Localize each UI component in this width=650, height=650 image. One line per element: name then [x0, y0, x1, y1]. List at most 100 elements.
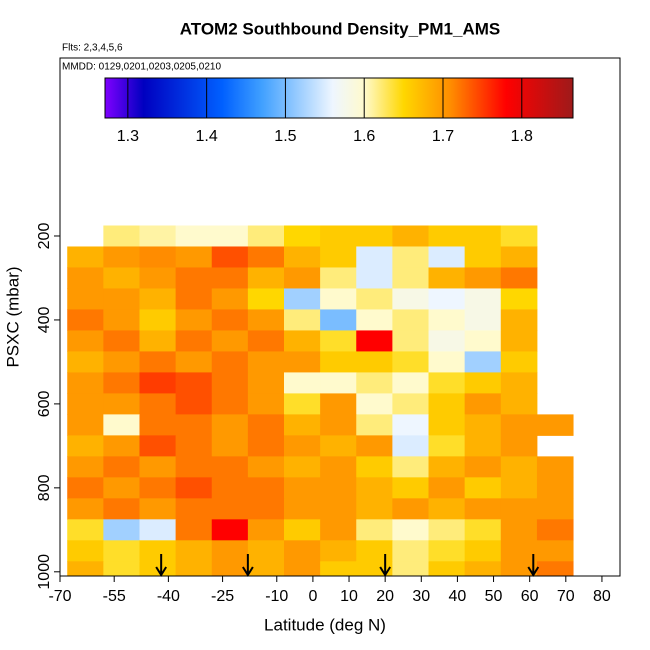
- heat-cell: [175, 309, 213, 331]
- heat-cell: [464, 372, 502, 394]
- heat-cell: [320, 288, 357, 310]
- heat-cell: [211, 456, 249, 478]
- heat-cell: [500, 393, 538, 415]
- heat-cell: [139, 309, 177, 331]
- x-tick-label: -70: [48, 588, 71, 605]
- heat-cell: [464, 351, 502, 373]
- heat-cell: [356, 225, 393, 247]
- heat-cell: [103, 477, 140, 499]
- heat-cell: [320, 393, 357, 415]
- heat-cell: [392, 351, 430, 373]
- heat-cell: [175, 456, 213, 478]
- heat-cell: [103, 414, 140, 436]
- heat-cell: [500, 267, 538, 289]
- heat-cell: [392, 498, 430, 520]
- heat-cell: [356, 330, 393, 352]
- heat-cell: [139, 246, 177, 268]
- heat-cell: [320, 477, 357, 499]
- annotation: MMDD: 0129,0201,0203,0205,0210: [62, 62, 221, 73]
- heat-cell: [356, 246, 393, 268]
- heat-cell: [103, 498, 140, 520]
- heat-cell: [175, 288, 213, 310]
- plot-frame: [59, 57, 621, 577]
- heat-cell: [284, 477, 321, 499]
- heat-cell: [175, 498, 213, 520]
- heat-cell: [284, 435, 321, 457]
- heat-cell: [139, 351, 177, 373]
- x-tick-label: 40: [449, 588, 467, 605]
- heat-cell: [500, 456, 538, 478]
- heat-cell: [464, 330, 502, 352]
- colorbar-tick-label: 1.6: [353, 128, 375, 145]
- heat-cell: [284, 519, 321, 541]
- heat-cell: [284, 288, 321, 310]
- heat-cell: [392, 561, 430, 576]
- heat-cell: [247, 414, 285, 436]
- heat-cell: [103, 519, 140, 541]
- heat-cell: [67, 456, 104, 478]
- heat-cell: [175, 540, 213, 562]
- heat-cell: [284, 540, 321, 562]
- y-tick-label: 200: [36, 223, 53, 250]
- heat-cell: [211, 225, 249, 247]
- heat-cell: [139, 372, 177, 394]
- heat-cell: [392, 309, 430, 331]
- heat-cell: [464, 477, 502, 499]
- heat-cell: [211, 267, 249, 289]
- heat-cell: [247, 540, 285, 562]
- heat-cell: [175, 477, 213, 499]
- x-tick-label: -55: [103, 588, 126, 605]
- heat-cell: [284, 456, 321, 478]
- heat-cell: [536, 477, 574, 499]
- y-tick-label: 400: [36, 306, 53, 333]
- heat-cell: [247, 435, 285, 457]
- heat-cell: [356, 477, 393, 499]
- heat-cell: [139, 393, 177, 415]
- heat-cell: [356, 456, 393, 478]
- colorbar-tick-label: 1.5: [274, 128, 296, 145]
- y-axis-label: PSXC (mbar): [3, 266, 22, 367]
- heat-cell: [500, 540, 538, 562]
- heat-cell: [284, 498, 321, 520]
- heat-cell: [464, 519, 502, 541]
- heat-cell: [392, 519, 430, 541]
- x-tick-label: 60: [521, 588, 539, 605]
- heat-cell: [284, 351, 321, 373]
- heat-cell: [392, 246, 430, 268]
- heat-cell: [500, 519, 538, 541]
- chart-title: ATOM2 Southbound Density_PM1_AMS: [180, 19, 501, 38]
- heat-cell: [103, 372, 140, 394]
- heat-cell: [428, 519, 466, 541]
- heat-cell: [67, 246, 104, 268]
- x-tick-label: 70: [557, 588, 575, 605]
- arrow: [379, 554, 392, 577]
- heat-cell: [500, 372, 538, 394]
- heat-cell: [284, 225, 321, 247]
- heat-cell: [67, 288, 104, 310]
- heat-cell: [320, 246, 357, 268]
- heat-cell: [103, 456, 140, 478]
- heat-cell: [392, 477, 430, 499]
- heat-cell: [247, 309, 285, 331]
- heat-cell: [464, 498, 502, 520]
- arrow: [242, 554, 254, 577]
- heat-cell: [211, 477, 249, 499]
- heat-cell: [356, 435, 393, 457]
- heat-cell: [175, 561, 213, 576]
- heat-cell: [428, 267, 466, 289]
- x-tick-label: 50: [485, 588, 503, 605]
- heat-cell: [284, 309, 321, 331]
- heat-cell: [175, 372, 213, 394]
- heat-cell: [464, 414, 502, 436]
- heat-cell: [67, 414, 104, 436]
- heat-cell: [320, 561, 357, 576]
- arrow: [155, 554, 168, 577]
- heat-cell: [500, 330, 538, 352]
- heat-cell: [284, 267, 321, 289]
- x-tick-label: 0: [308, 588, 317, 605]
- heat-cell: [392, 288, 430, 310]
- colorbar-tick-label: 1.7: [432, 128, 454, 145]
- heat-cell: [103, 267, 140, 289]
- heat-cell: [500, 351, 538, 373]
- heat-cell: [428, 309, 466, 331]
